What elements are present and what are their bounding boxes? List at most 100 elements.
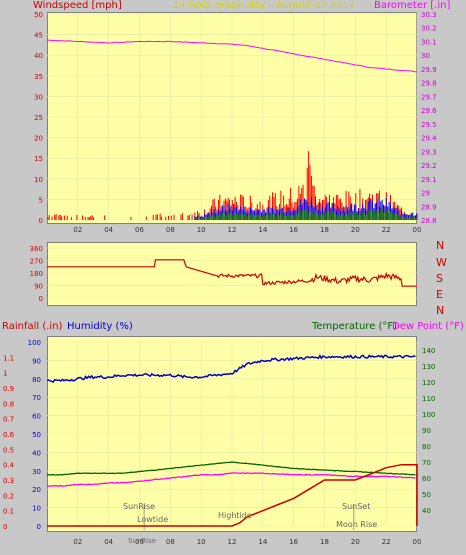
bottom-x-tick-label: 00 bbox=[413, 538, 422, 546]
wind-tick-label: 35 bbox=[34, 73, 43, 81]
humidity-tick-label: 80 bbox=[32, 376, 41, 384]
humidity-tick-label: 90 bbox=[32, 357, 41, 365]
barometer-axis-label: Barometer [.in] bbox=[374, 0, 451, 11]
temp-tick-label: 100 bbox=[422, 411, 435, 419]
dir-tick-label: 270 bbox=[30, 258, 43, 266]
wind-direction-chart bbox=[47, 242, 417, 306]
x-tick-label: 16 bbox=[289, 226, 298, 234]
sunrise-annotation: SunRise bbox=[123, 502, 156, 511]
humidity-tick-label: 70 bbox=[32, 394, 41, 402]
direction-letter-s: S bbox=[436, 272, 443, 285]
bottom-x-tick-label: 12 bbox=[228, 538, 237, 546]
baro-tick-label: 30 bbox=[421, 52, 430, 60]
x-tick-label: 02 bbox=[73, 226, 82, 234]
chart-title: 24 hour graph day - August 07 2017 bbox=[173, 0, 356, 11]
bottom-x-tick-label: 20 bbox=[351, 538, 360, 546]
wind-tick-label: 0 bbox=[39, 217, 43, 225]
temperature-axis-label: Temperature (°F) bbox=[312, 321, 398, 332]
direction-letter-e: E bbox=[436, 288, 443, 301]
baro-tick-label: 29 bbox=[421, 190, 430, 198]
lowtide-annotation: Lowtide bbox=[137, 515, 169, 524]
bottom-x-tick-label: 02 bbox=[73, 538, 82, 546]
temp-tick-label: 40 bbox=[422, 507, 431, 515]
dir-tick-label: 180 bbox=[30, 270, 43, 278]
baro-tick-label: 29.4 bbox=[421, 135, 437, 143]
rainfall-axis-label: Rainfall (.in) bbox=[2, 321, 63, 332]
wind-tick-label: 5 bbox=[39, 196, 43, 204]
wind-tick-label: 50 bbox=[34, 11, 43, 19]
bottom-x-tick-label: 16 bbox=[289, 538, 298, 546]
dewpoint-line bbox=[46, 472, 416, 487]
baro-tick-label: 30.1 bbox=[421, 38, 437, 46]
x-tick-label: 00 bbox=[413, 226, 422, 234]
rain-tick-label: 0.4 bbox=[3, 462, 15, 470]
moonrise-annotation: Moon Rise bbox=[336, 520, 378, 529]
wind-tick-label: 10 bbox=[34, 176, 43, 184]
baro-tick-label: 30.3 bbox=[421, 11, 437, 19]
wind-tick-label: 40 bbox=[34, 52, 43, 60]
rain-tick-label: 0.6 bbox=[3, 431, 15, 439]
baro-tick-label: 29.1 bbox=[421, 176, 437, 184]
humidity-tick-label: 60 bbox=[32, 413, 41, 421]
temp-tick-label: 80 bbox=[422, 443, 431, 451]
rain-tick-label: 0.3 bbox=[3, 477, 14, 485]
humidity-axis-label: Humidity (%) bbox=[67, 321, 133, 332]
rain-tick-label: 0.2 bbox=[3, 492, 14, 500]
x-tick-label: 18 bbox=[320, 226, 329, 234]
bottom-x-tick-label: 08 bbox=[166, 538, 175, 546]
wind-tick-label: 45 bbox=[34, 32, 43, 40]
baro-tick-label: 29.5 bbox=[421, 121, 437, 129]
direction-letter-w: W bbox=[436, 256, 447, 269]
x-tick-label: 10 bbox=[197, 226, 206, 234]
humidity-tick-label: 40 bbox=[32, 449, 41, 457]
wind-tick-label: 15 bbox=[34, 155, 43, 163]
bottom-x-tick-label: 18 bbox=[320, 538, 329, 546]
temp-tick-label: 60 bbox=[422, 475, 431, 483]
baro-tick-label: 29.3 bbox=[421, 148, 437, 156]
direction-letter-n-bottom: N bbox=[436, 304, 445, 317]
humidity-tick-label: 20 bbox=[32, 486, 41, 494]
x-tick-label: 14 bbox=[258, 226, 267, 234]
x-tick-label: 04 bbox=[104, 226, 113, 234]
bottom-x-tick-label: 14 bbox=[258, 538, 267, 546]
rain-tick-label: 0 bbox=[3, 523, 7, 531]
dir-tick-label: 360 bbox=[30, 245, 43, 253]
rainfall-line bbox=[47, 463, 418, 527]
baro-tick-label: 29.8 bbox=[421, 80, 437, 88]
baro-tick-label: 29.2 bbox=[421, 162, 437, 170]
rain-tick-label: 0.9 bbox=[3, 385, 14, 393]
humidity-tick-label: 30 bbox=[32, 468, 41, 476]
temp-tick-label: 70 bbox=[422, 459, 431, 467]
x-tick-label: 22 bbox=[382, 226, 391, 234]
temp-tick-label: 50 bbox=[422, 491, 431, 499]
windspeed-axis-label: Windspeed [mph] bbox=[33, 0, 122, 11]
dir-tick-label: 90 bbox=[34, 283, 43, 291]
rain-tick-label: 1.1 bbox=[3, 354, 14, 362]
direction-letter-n-top: N bbox=[436, 239, 445, 252]
rain-tick-label: 0.5 bbox=[3, 446, 14, 454]
humidity-tick-label: 0 bbox=[37, 523, 41, 531]
hightide-annotation: Hightide bbox=[218, 511, 252, 520]
bottom-x-tick-label: 22 bbox=[382, 538, 391, 546]
sunset-annotation: SunSet bbox=[342, 502, 371, 511]
temperature-line bbox=[47, 461, 416, 476]
wind-tick-label: 20 bbox=[34, 135, 43, 143]
x-tick-label: 20 bbox=[351, 226, 360, 234]
wind-tick-label: 25 bbox=[34, 114, 43, 122]
temp-tick-label: 120 bbox=[422, 379, 435, 387]
dir-tick-label: 0 bbox=[39, 295, 43, 303]
rain-tick-label: 0.1 bbox=[3, 508, 14, 516]
rain-tick-label: 0.8 bbox=[3, 400, 14, 408]
rain-tick-label: 0.7 bbox=[3, 416, 14, 424]
baro-tick-label: 28.9 bbox=[421, 203, 437, 211]
bottom-x-tick-label: 10 bbox=[197, 538, 206, 546]
baro-tick-label: 29.9 bbox=[421, 66, 437, 74]
rain-tick-label: 1 bbox=[3, 370, 7, 378]
temp-tick-label: 130 bbox=[422, 363, 435, 371]
x-tick-label: 08 bbox=[166, 226, 175, 234]
humidity-line bbox=[46, 354, 416, 383]
barometer-line bbox=[46, 39, 418, 73]
temp-tick-label: 140 bbox=[422, 347, 435, 355]
bottom-x-tick-label: 04 bbox=[104, 538, 113, 546]
